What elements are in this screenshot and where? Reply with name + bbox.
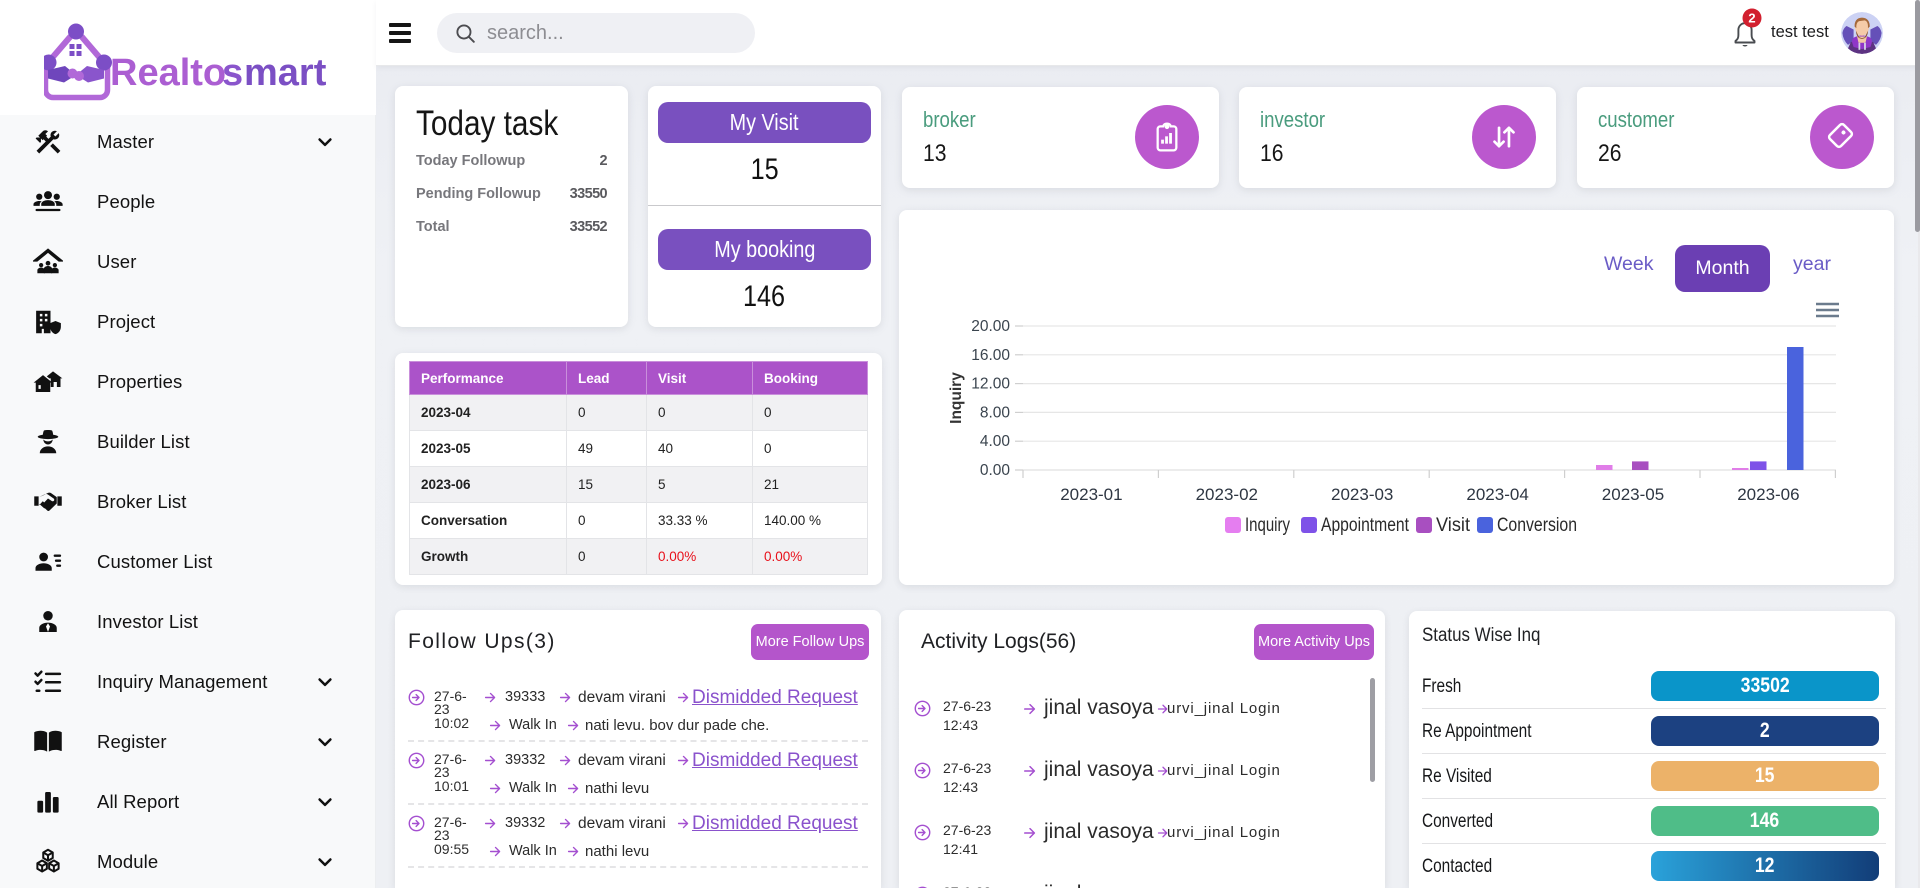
svg-text:16.00: 16.00 <box>971 347 1010 364</box>
svg-text:Realto: Realto <box>110 52 226 94</box>
svg-text:12.00: 12.00 <box>971 376 1010 393</box>
svg-text:2023-03: 2023-03 <box>1331 485 1393 504</box>
svg-text:4.00: 4.00 <box>980 433 1011 450</box>
svg-text:2: 2 <box>1748 11 1755 26</box>
svg-text:Appointment: Appointment <box>1321 515 1410 536</box>
svg-text:Conversion: Conversion <box>1497 515 1577 536</box>
svg-text:Visit: Visit <box>1436 515 1471 536</box>
svg-text:2023-05: 2023-05 <box>1602 485 1664 504</box>
svg-text:2023-02: 2023-02 <box>1196 485 1258 504</box>
svg-text:20.00: 20.00 <box>971 318 1010 335</box>
svg-text:Inquiry: Inquiry <box>948 372 965 424</box>
svg-text:Inquiry: Inquiry <box>1245 515 1290 536</box>
svg-text:2023-01: 2023-01 <box>1060 485 1122 504</box>
svg-text:2023-04: 2023-04 <box>1466 485 1528 504</box>
svg-text:2023-06: 2023-06 <box>1737 485 1799 504</box>
svg-text:mart: mart <box>244 52 327 94</box>
svg-text:8.00: 8.00 <box>980 404 1011 421</box>
svg-text:s: s <box>222 52 243 94</box>
svg-text:0.00: 0.00 <box>980 462 1011 479</box>
